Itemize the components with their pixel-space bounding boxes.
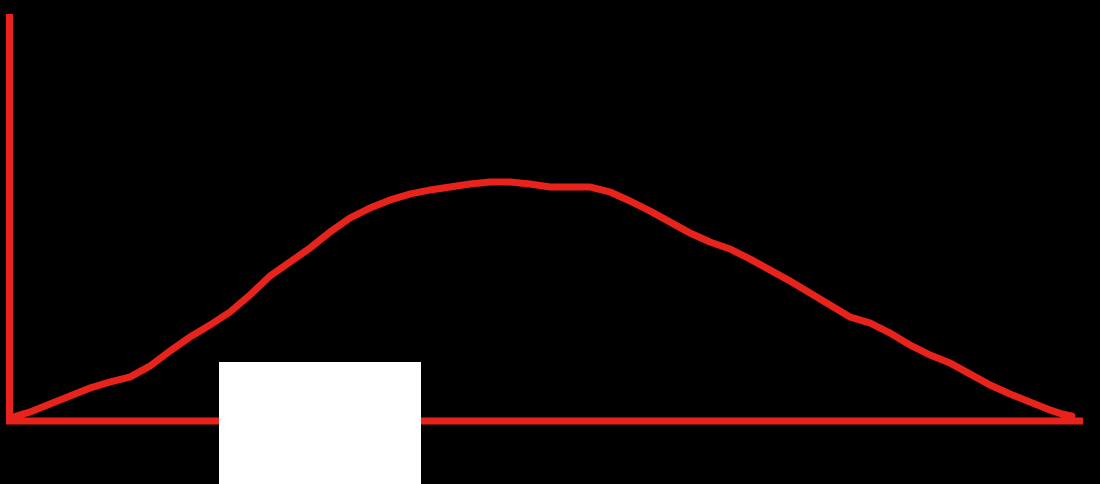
data-series-curve [6,178,1076,422]
white-occlusion-rectangle [219,362,421,484]
